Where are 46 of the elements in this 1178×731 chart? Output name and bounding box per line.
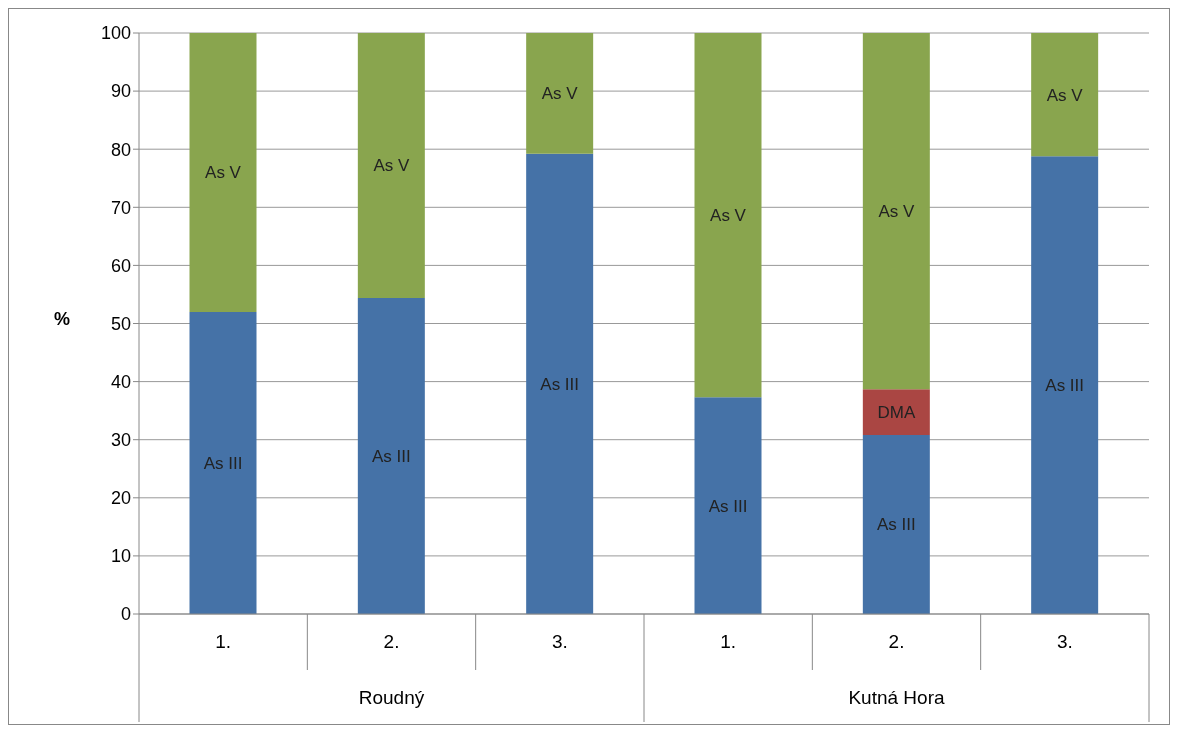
text: As V (1046, 85, 1083, 105)
y-tick-label: 90 (110, 81, 131, 102)
text: As III (708, 496, 748, 516)
bar (862, 33, 930, 390)
x-tick-label: 1. (720, 631, 737, 652)
bar (357, 297, 425, 614)
y-tick-label: 50 (110, 313, 131, 334)
text: As V (710, 206, 746, 226)
bar (357, 33, 425, 298)
bar (862, 435, 930, 614)
bar (694, 33, 762, 398)
bar (1031, 33, 1099, 157)
bar (526, 33, 594, 154)
y-tick-label: 40 (110, 371, 131, 392)
x-tick-label: 2. (888, 631, 905, 652)
x-tick-label: 3. (551, 631, 568, 652)
text: As V (878, 202, 915, 222)
text: As V (205, 163, 241, 183)
text: Kutná Hora (848, 687, 945, 708)
series-label: As V (373, 156, 410, 176)
y-tick-label: 0 (120, 604, 131, 625)
x-tick-label: 1. (215, 631, 232, 652)
y-tick-label: 30 (110, 430, 131, 451)
bar (694, 397, 762, 614)
y-tick-label: 70 (110, 197, 131, 218)
y-tick-label: 100 (100, 23, 131, 44)
text: Roudný (358, 687, 425, 708)
x-tick-label: 2. (383, 631, 400, 652)
series-label: DMA (877, 403, 916, 423)
y-tick-label: 80 (110, 139, 131, 160)
bar (189, 33, 257, 312)
bar (862, 389, 930, 436)
bar (1031, 156, 1099, 614)
x-tick-label: 3. (1056, 631, 1073, 652)
y-axis-title: % (54, 309, 71, 330)
y-tick-label: 60 (110, 255, 131, 276)
text: As V (541, 84, 578, 104)
series-label: As III (1045, 376, 1085, 396)
bar (526, 153, 594, 614)
text: As III (203, 453, 243, 473)
y-tick-label: 20 (110, 488, 131, 509)
text: As III (371, 446, 411, 466)
text: As III (876, 515, 916, 535)
y-tick-label: 10 (110, 546, 131, 567)
bar (189, 311, 257, 614)
text: As III (540, 374, 580, 394)
